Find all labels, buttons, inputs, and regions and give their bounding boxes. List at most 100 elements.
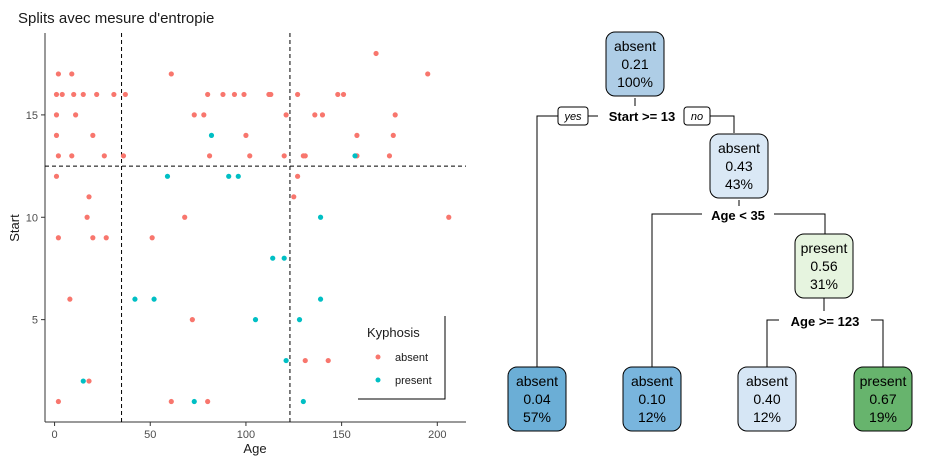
split2-label-bg [702,206,774,224]
point-absent [268,91,274,98]
node-probability: 0.04 [523,391,550,407]
point-absent [390,132,396,138]
x-tick-label: 50 [144,429,156,441]
point-absent [302,357,308,364]
edge-split1 [536,115,735,368]
node-box [794,233,854,299]
node-percent: 19% [869,409,897,425]
point-absent [90,132,96,138]
point-present [281,255,287,261]
point-present [226,173,232,179]
split3-label: Age >= 123 [791,314,860,329]
node-class-label: present [860,373,907,389]
point-absent [90,235,96,241]
no-label: no [691,111,703,123]
y-axis-title: Start [7,214,22,242]
tree-node-root: absent 0.21 100% [605,31,665,97]
point-absent [86,194,92,200]
point-absent [354,132,360,138]
point-absent [206,153,213,159]
node-class-label: absent [718,140,760,156]
point-absent [247,153,253,159]
split1-label: Start >= 13 [609,109,676,124]
point-absent [122,91,128,98]
point-present [191,398,197,405]
yes-badge [557,106,589,126]
point-absent [53,132,60,138]
point-absent [295,173,301,179]
tree-nodes: absent 0.21 100% absent 0.43 43% present 0.56 31… [507,31,913,432]
point-absent [67,296,73,302]
point-absent [295,91,301,98]
point-absent [201,112,207,118]
node-box [737,366,797,432]
point-absent [386,153,393,159]
node-box [853,366,913,432]
yes-label: yes [563,111,582,123]
point-present [208,132,215,138]
split1-label-bg [598,106,686,126]
point-absent [73,112,79,118]
node-box [622,366,682,432]
point-absent [281,153,287,159]
point-absent [425,71,431,77]
point-absent [243,132,249,138]
x-tick-label: 150 [332,429,350,441]
point-absent [392,112,398,118]
node-probability: 0.21 [621,56,648,72]
point-present [296,317,303,323]
node-percent: 57% [523,409,551,425]
point-absent [325,357,331,364]
point-absent [241,91,247,98]
point-present [283,357,289,364]
decision-tree: Start >= 13 yes no Age < 35 Age >= 123 a… [507,31,913,432]
node-percent: 31% [810,276,838,292]
point-absent [103,235,109,241]
point-absent [55,398,61,405]
tree-node-leaf2: absent 0.10 12% [622,366,682,432]
tree-node-leaf3: absent 0.40 12% [737,366,797,432]
point-present [252,317,259,323]
point-absent [283,112,289,118]
scatter-panel: Splits avec mesure d'entropie 0 50 100 150 2… [0,0,470,463]
plot-area: 0 50 100 150 200 5 10 15 [26,33,466,441]
node-class-label: absent [746,373,788,389]
point-absent [340,91,347,98]
point-absent [149,235,155,241]
point-absent [291,194,297,200]
point-absent [101,153,107,159]
x-tick-label: 200 [428,429,446,441]
legend-key-present [375,377,381,383]
node-probability: 0.56 [810,258,837,274]
node-probability: 0.10 [638,391,665,407]
node-percent: 43% [725,176,753,192]
point-absent [189,317,195,323]
split3-label-bg [779,311,871,329]
reference-lines [45,33,466,422]
node-percent: 12% [753,409,781,425]
point-absent [205,398,211,405]
tree-node-leaf4: present 0.67 19% [853,366,913,432]
point-absent [120,153,127,159]
point-present [151,296,157,302]
point-present [317,296,324,302]
y-tick-label: 10 [26,212,38,224]
tree-node-leaf1: absent 0.04 57% [507,366,567,432]
point-absent [182,214,188,220]
point-absent [55,235,61,241]
point-absent [168,71,174,77]
point-absent [220,91,226,98]
y-tick-label: 5 [32,315,38,327]
point-absent [55,153,61,159]
point-absent [53,91,60,98]
point-present [317,214,324,220]
x-axis-title: Age [243,441,266,456]
point-absent [53,112,60,118]
point-absent [302,153,308,159]
node-class-label: absent [614,38,656,54]
point-absent [86,378,92,384]
legend-label-absent: absent [395,352,428,364]
scatter-plot: Splits avec mesure d'entropie 0 50 100 150 2… [7,10,466,456]
point-absent [373,50,379,57]
node-box [605,31,665,97]
